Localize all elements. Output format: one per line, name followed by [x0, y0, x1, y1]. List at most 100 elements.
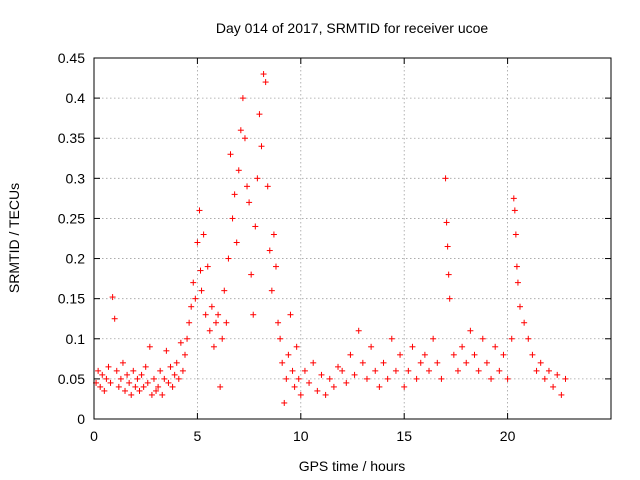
data-point: [545, 367, 552, 374]
data-point: [175, 375, 182, 382]
data-point: [409, 343, 416, 350]
data-point: [161, 375, 168, 382]
data-point: [401, 383, 408, 390]
data-point: [225, 255, 232, 262]
data-point: [122, 387, 129, 394]
y-tick-label: 0.3: [66, 170, 86, 186]
data-point: [231, 191, 238, 198]
data-point: [541, 375, 548, 382]
data-point: [454, 367, 461, 374]
data-point: [229, 215, 236, 222]
data-point: [289, 367, 296, 374]
data-point: [210, 343, 217, 350]
data-point: [204, 263, 211, 270]
data-point: [107, 379, 114, 386]
grid-lines: [94, 58, 611, 419]
axis-ticks: [93, 57, 611, 420]
data-point: [363, 375, 370, 382]
data-point: [217, 383, 224, 390]
data-point: [138, 371, 145, 378]
data-point: [165, 379, 172, 386]
data-point: [335, 363, 342, 370]
data-point: [529, 351, 536, 358]
data-point: [293, 343, 300, 350]
data-point: [150, 375, 157, 382]
data-point: [171, 371, 178, 378]
data-point: [117, 375, 124, 382]
data-point: [270, 231, 277, 238]
data-point: [521, 319, 528, 326]
data-point: [227, 151, 234, 158]
data-point: [260, 71, 267, 78]
data-point: [198, 287, 205, 294]
data-point: [206, 327, 213, 334]
data-point: [388, 335, 395, 342]
data-point: [512, 231, 519, 238]
data-point: [351, 371, 358, 378]
data-point: [190, 279, 197, 286]
data-point: [177, 339, 184, 346]
data-point: [554, 371, 561, 378]
data-point: [248, 271, 255, 278]
data-point: [233, 239, 240, 246]
data-point: [372, 367, 379, 374]
data-point: [376, 383, 383, 390]
data-point: [318, 371, 325, 378]
data-point: [283, 375, 290, 382]
data-point: [262, 79, 269, 86]
data-point: [148, 391, 155, 398]
data-point: [295, 375, 302, 382]
data-point: [525, 335, 532, 342]
x-tick-label: 0: [90, 428, 98, 444]
data-point: [97, 383, 104, 390]
data-point: [155, 383, 162, 390]
data-point: [264, 183, 271, 190]
data-point: [258, 143, 265, 150]
data-point: [281, 399, 288, 406]
data-point: [246, 199, 253, 206]
data-point: [132, 383, 139, 390]
data-point: [483, 359, 490, 366]
data-point: [115, 383, 122, 390]
data-point: [268, 287, 275, 294]
data-point: [200, 231, 207, 238]
data-point: [504, 375, 511, 382]
data-point: [109, 294, 116, 301]
data-point: [343, 379, 350, 386]
data-point: [500, 351, 507, 358]
data-point: [188, 303, 195, 310]
data-point: [250, 311, 257, 318]
data-point: [550, 383, 557, 390]
data-point: [277, 335, 284, 342]
data-point: [202, 311, 209, 318]
data-point: [197, 267, 204, 274]
data-point: [314, 387, 321, 394]
y-tick-label: 0.05: [58, 371, 85, 387]
x-tick-label: 5: [194, 428, 202, 444]
data-point: [438, 375, 445, 382]
data-point: [297, 391, 304, 398]
data-point: [95, 367, 102, 374]
data-point: [134, 375, 141, 382]
y-axis-label: SRMTID / TECUs: [6, 183, 22, 293]
data-point: [479, 335, 486, 342]
data-point: [463, 359, 470, 366]
data-point: [140, 383, 147, 390]
data-point: [101, 387, 108, 394]
data-point: [136, 387, 143, 394]
data-point: [291, 383, 298, 390]
data-point: [146, 343, 153, 350]
data-point: [128, 391, 135, 398]
data-point: [510, 195, 517, 202]
y-tick-label: 0.45: [58, 50, 85, 66]
data-point: [301, 367, 308, 374]
data-point: [272, 263, 279, 270]
data-point: [446, 295, 453, 302]
data-point: [380, 359, 387, 366]
data-point: [285, 351, 292, 358]
data-point: [359, 359, 366, 366]
data-point: [142, 363, 149, 370]
data-point: [533, 367, 540, 374]
data-point: [159, 391, 166, 398]
data-point: [126, 379, 133, 386]
